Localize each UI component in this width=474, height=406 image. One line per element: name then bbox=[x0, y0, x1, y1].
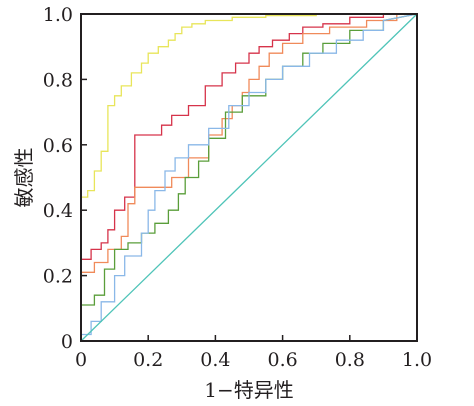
x-tick-label: 0.6 bbox=[267, 349, 297, 371]
y-tick-label: 0.6 bbox=[43, 135, 73, 157]
y-tick-label: 0.2 bbox=[43, 266, 73, 288]
roc-curve-2 bbox=[80, 13, 417, 341]
roc-curve-5 bbox=[80, 13, 418, 341]
x-tick-label: 0.2 bbox=[133, 349, 163, 371]
x-tick-label: 1.0 bbox=[402, 349, 432, 371]
x-axis-title: 1−特异性 bbox=[204, 378, 293, 402]
series-layer bbox=[80, 13, 418, 342]
y-tick-label: 0.8 bbox=[43, 69, 73, 91]
tick-layer: 0 0.2 0.4 0.6 0.8 1.0 0 0.2 0.4 0.6 0.8 1.0 bbox=[43, 4, 432, 371]
roc-curve-1 bbox=[80, 13, 417, 341]
x-tick-label: 0.8 bbox=[335, 349, 365, 371]
x-tick-label: 0 bbox=[75, 349, 87, 371]
y-axis-title: 敏感性 bbox=[12, 148, 36, 208]
roc-curve-3 bbox=[80, 13, 417, 341]
y-tick-label: 1.0 bbox=[43, 4, 73, 26]
y-tick-label: 0 bbox=[61, 331, 73, 353]
plot-frame bbox=[80, 13, 418, 342]
y-tick-label: 0.4 bbox=[43, 200, 73, 222]
roc-curve-6 bbox=[80, 13, 418, 342]
x-tick-label: 0.4 bbox=[200, 349, 230, 371]
